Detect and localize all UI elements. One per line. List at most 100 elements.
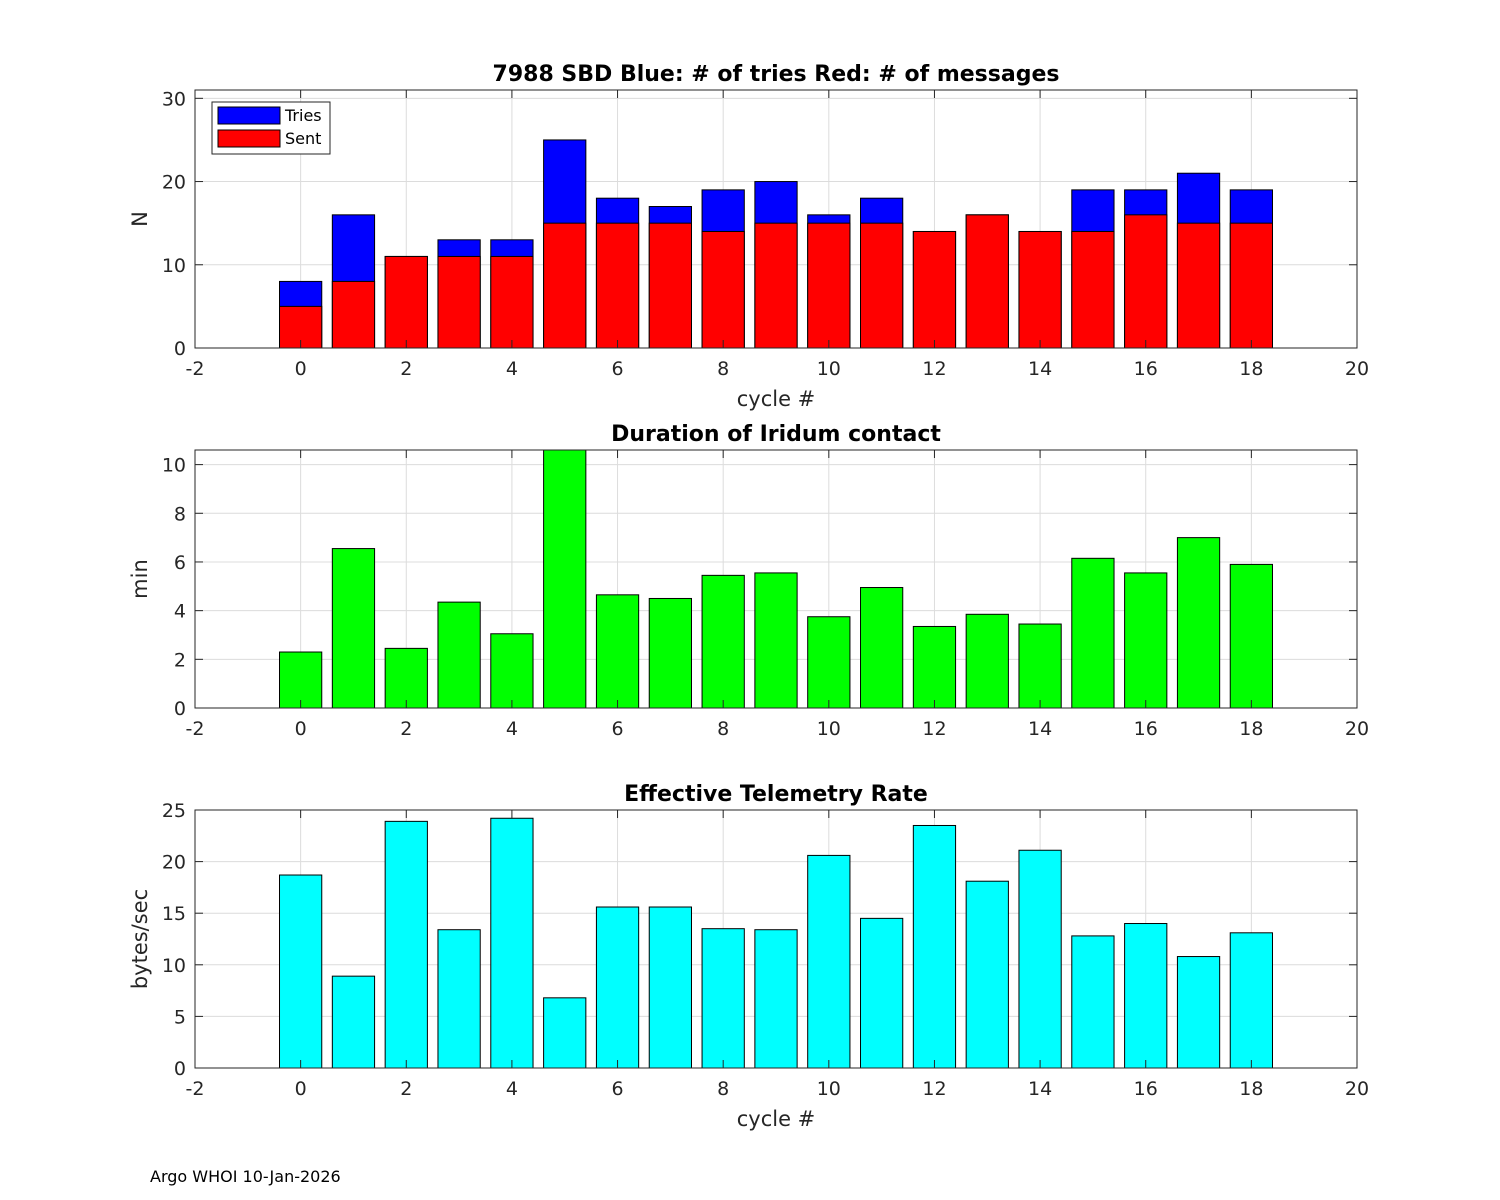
- bar-sent-cycle-6: [595, 222, 640, 349]
- bar-rate-cycle-11: [860, 917, 904, 1069]
- bar-duration-cycle-17: [1176, 537, 1221, 709]
- x-tick-label: 8: [717, 718, 729, 740]
- bar-duration-cycle-14: [1018, 623, 1062, 709]
- x-tick-label: 4: [506, 358, 518, 380]
- y-tick-label: 6: [174, 552, 186, 574]
- bar-sent-cycle-17: [1176, 222, 1221, 349]
- bar-duration-cycle-12: [912, 625, 957, 709]
- y-tick-label: 2: [174, 649, 186, 671]
- x-tick-label: 6: [611, 1078, 623, 1100]
- bar-rate-cycle-1: [331, 975, 376, 1069]
- axes-box: [194, 809, 1358, 1069]
- x-tick-label: 2: [400, 358, 412, 380]
- bar-rate-cycle-17: [1176, 956, 1221, 1069]
- x-tick-label: 0: [295, 718, 307, 740]
- y-axis-label: bytes/sec: [128, 889, 152, 989]
- bar-rate-cycle-9: [754, 929, 798, 1069]
- x-tick-label: 14: [1028, 718, 1052, 740]
- x-tick-label: 18: [1239, 718, 1263, 740]
- chart-title: Effective Telemetry Rate: [624, 782, 928, 807]
- bar-rate-cycle-18: [1229, 932, 1273, 1069]
- y-tick-label: 15: [162, 903, 186, 925]
- x-tick-label: 6: [611, 718, 623, 740]
- bar-sent-cycle-7: [648, 222, 692, 349]
- x-tick-label: 14: [1028, 1078, 1052, 1100]
- x-tick-label: 20: [1345, 1078, 1369, 1100]
- x-tick-label: 6: [611, 358, 623, 380]
- bar-sent-cycle-16: [1124, 214, 1168, 349]
- y-tick-label: 10: [162, 955, 186, 977]
- bar-sent-cycle-10: [807, 222, 851, 349]
- bar-rate-cycle-4: [490, 817, 534, 1069]
- axes-box: [194, 449, 1358, 709]
- bar-sent-cycle-9: [754, 222, 798, 349]
- bar-sent-cycle-1: [331, 280, 376, 349]
- bar-rate-cycle-3: [437, 929, 481, 1069]
- footer-text: Argo WHOI 10-Jan-2026: [150, 1167, 341, 1186]
- bar-rate-cycle-15: [1071, 935, 1115, 1069]
- x-tick-label: 12: [922, 358, 946, 380]
- bar-sent-cycle-13: [965, 214, 1009, 349]
- x-tick-label: 10: [817, 718, 841, 740]
- chart-title: 7988 SBD Blue: # of tries Red: # of mess…: [493, 62, 1060, 87]
- x-tick-label: 16: [1134, 358, 1158, 380]
- x-tick-label: -2: [186, 1078, 205, 1100]
- bar-sent-cycle-18: [1229, 222, 1273, 349]
- y-tick-label: 0: [174, 1058, 186, 1080]
- bar-rate-cycle-5: [543, 997, 587, 1069]
- x-tick-label: 18: [1239, 1078, 1263, 1100]
- x-tick-label: 10: [817, 1078, 841, 1100]
- x-tick-label: 12: [922, 718, 946, 740]
- x-tick-label: 20: [1345, 358, 1369, 380]
- x-tick-label: 2: [400, 718, 412, 740]
- y-tick-label: 5: [174, 1006, 186, 1028]
- y-tick-label: 20: [162, 172, 186, 194]
- bar-rate-cycle-7: [648, 906, 692, 1069]
- axes-box: [194, 89, 1358, 349]
- bar-duration-cycle-1: [331, 548, 376, 709]
- bar-duration-cycle-2: [384, 647, 428, 709]
- y-tick-label: 8: [174, 503, 186, 525]
- bar-rate-cycle-8: [701, 928, 745, 1069]
- y-tick-label: 30: [162, 88, 186, 110]
- bar-sent-cycle-4: [490, 255, 534, 349]
- bar-rate-cycle-12: [912, 824, 957, 1069]
- x-tick-label: 0: [295, 1078, 307, 1100]
- bar-duration-cycle-15: [1071, 557, 1115, 709]
- x-tick-label: -2: [186, 358, 205, 380]
- bar-duration-cycle-0: [279, 651, 323, 709]
- bar-rate-cycle-0: [279, 874, 323, 1069]
- bar-duration-cycle-10: [807, 616, 851, 709]
- legend-swatch-sent: [217, 129, 281, 148]
- x-tick-label: 8: [717, 1078, 729, 1100]
- y-tick-label: 25: [162, 800, 186, 822]
- bar-duration-cycle-8: [701, 574, 745, 709]
- legend: Tries Sent: [211, 101, 331, 155]
- x-tick-label: 12: [922, 1078, 946, 1100]
- bar-rate-cycle-13: [965, 880, 1009, 1069]
- x-axis-label: cycle #: [737, 387, 816, 411]
- bar-sent-cycle-14: [1018, 230, 1062, 349]
- y-tick-label: 10: [162, 455, 186, 477]
- x-tick-label: 16: [1134, 1078, 1158, 1100]
- x-tick-label: 8: [717, 358, 729, 380]
- x-tick-label: -2: [186, 718, 205, 740]
- bar-duration-cycle-13: [965, 613, 1009, 709]
- bar-duration-cycle-9: [754, 572, 798, 709]
- bar-rate-cycle-14: [1018, 849, 1062, 1069]
- bar-rate-cycle-6: [595, 906, 640, 1069]
- bar-duration-cycle-5: [543, 449, 587, 709]
- x-tick-label: 18: [1239, 358, 1263, 380]
- y-axis-label: N: [128, 211, 152, 227]
- legend-swatch-tries: [217, 106, 281, 125]
- y-tick-label: 10: [162, 255, 186, 277]
- legend-label-sent: Sent: [285, 129, 321, 148]
- bar-duration-cycle-6: [595, 594, 640, 709]
- bar-duration-cycle-11: [860, 587, 904, 709]
- x-tick-label: 14: [1028, 358, 1052, 380]
